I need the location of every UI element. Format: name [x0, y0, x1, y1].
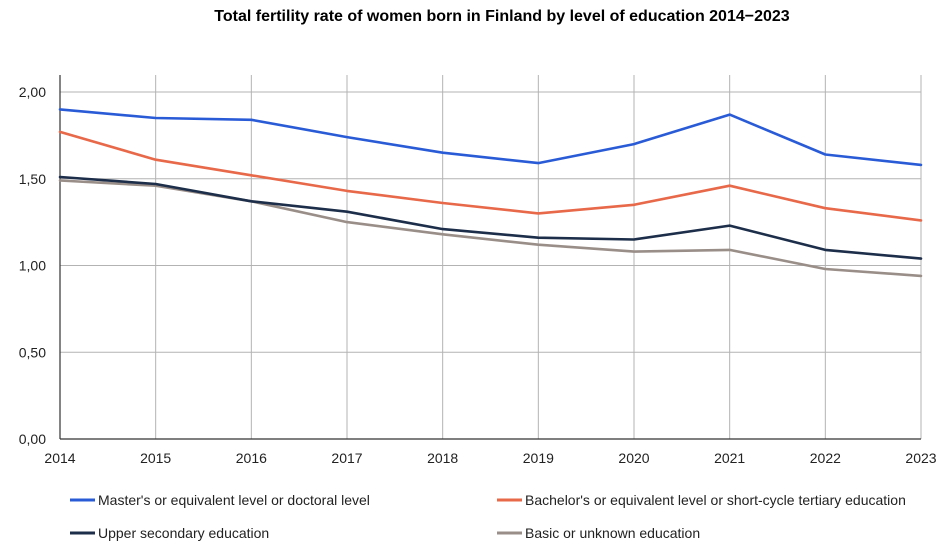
series-line-basic-or-unknown-education	[58, 179, 923, 278]
x-tick-label: 2018	[427, 450, 458, 466]
y-tick-label: 0,50	[19, 344, 46, 360]
legend: Master's or equivalent level or doctoral…	[70, 492, 906, 541]
y-tick-label: 0,00	[19, 431, 46, 447]
x-tick-label: 2020	[618, 450, 649, 466]
y-tick-label: 2,00	[19, 84, 46, 100]
x-tick-label: 2017	[331, 450, 362, 466]
x-tick-label: 2022	[810, 450, 841, 466]
x-tick-label: 2023	[905, 450, 936, 466]
y-tick-label: 1,00	[19, 258, 46, 274]
grid	[60, 75, 922, 439]
x-tick-label: 2021	[714, 450, 745, 466]
x-tick-label: 2016	[236, 450, 267, 466]
series-line-master-s-or-equivalent-level-or-doctoral-level	[58, 108, 923, 167]
chart-title: Total fertility rate of women born in Fi…	[214, 8, 789, 25]
x-tick-label: 2015	[140, 450, 171, 466]
legend-label: Master's or equivalent level or doctoral…	[98, 492, 370, 508]
series-line-upper-secondary-education	[58, 175, 923, 260]
x-tick-label: 2014	[44, 450, 75, 466]
series-lines	[58, 108, 923, 278]
legend-label: Upper secondary education	[98, 525, 269, 541]
y-tick-label: 1,50	[19, 171, 46, 187]
axes: 0,00 0,50 1,00 1,50 2,00 2014 2015 2016 2017 2018…	[19, 75, 937, 466]
legend-label: Basic or unknown education	[525, 525, 700, 541]
legend-label: Bachelor's or equivalent level or short-…	[525, 492, 906, 508]
series-line-bachelor-s-or-equivalent-level-or-short-cycle-tertiary-education	[58, 130, 923, 222]
x-tick-label: 2019	[523, 450, 554, 466]
